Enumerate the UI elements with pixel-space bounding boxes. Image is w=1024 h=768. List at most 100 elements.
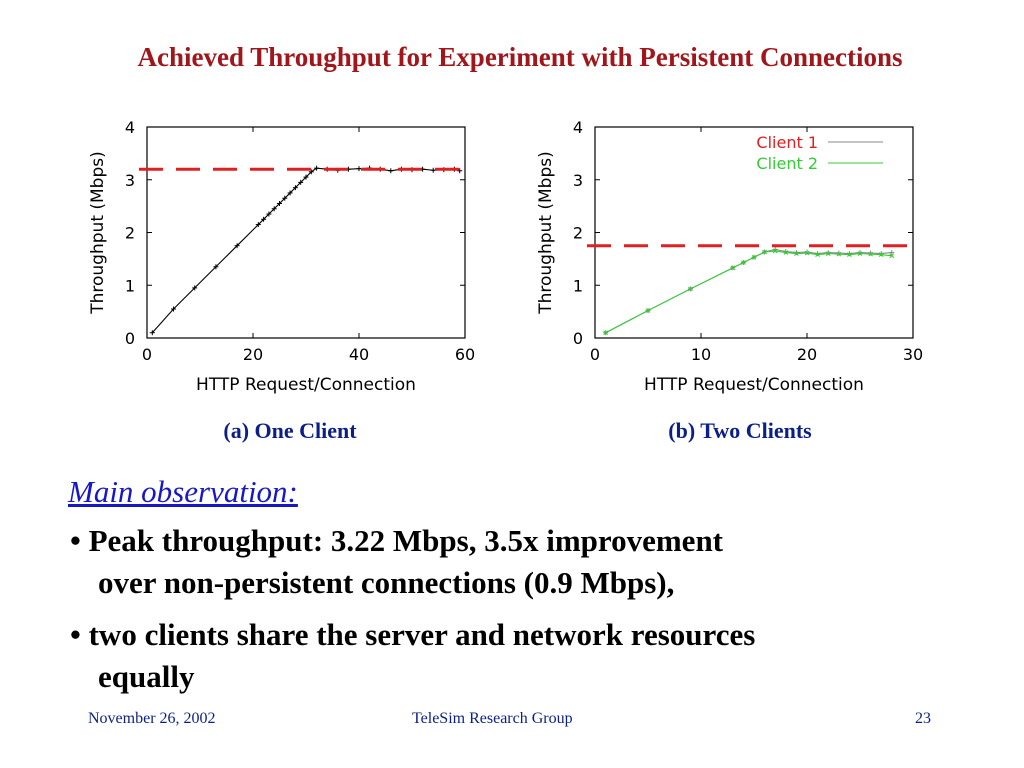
y-axis-label: Throughput (Mbps) [536, 151, 556, 315]
point-marker [836, 251, 842, 257]
point-marker [762, 249, 767, 255]
x-tick-label: 0 [142, 345, 152, 364]
chart-one-client: 0 20 40 60 0 1 2 3 4 HTTP Request/Connection Throu… [88, 118, 475, 395]
bullet-item: • two clients share the server and netwo… [70, 614, 755, 698]
chart-caption-a: (a) One Client [223, 418, 357, 443]
point-marker [772, 248, 778, 254]
y-tick-label: 1 [573, 276, 583, 295]
data-point [255, 222, 261, 228]
data-point [388, 168, 394, 174]
y-tick-label: 2 [125, 224, 135, 243]
data-point [271, 206, 277, 212]
point-marker [688, 286, 693, 292]
data-point [192, 285, 198, 291]
x-tick-label: 60 [455, 345, 475, 364]
data-point [287, 190, 293, 196]
x-tick-label: 10 [691, 345, 711, 364]
data-point [889, 250, 895, 256]
data-point [688, 286, 693, 292]
x-axis-label: HTTP Request/Connection [644, 375, 864, 395]
data-point [772, 248, 778, 254]
point-marker [825, 251, 831, 256]
y-tick-label: 0 [125, 329, 135, 348]
y-tick-label: 3 [125, 171, 135, 190]
series-line [605, 248, 892, 334]
bullet-marker: • [70, 523, 89, 558]
point-marker [868, 251, 873, 257]
data-point [603, 330, 608, 336]
data-point [794, 251, 799, 256]
data-point [308, 169, 314, 175]
data-point [878, 252, 884, 258]
point-marker [889, 253, 895, 259]
data-point [836, 251, 842, 257]
data-point [261, 216, 267, 222]
legend-label: Client 1 [756, 133, 818, 152]
data-point [730, 265, 736, 271]
x-tick-label: 30 [903, 345, 923, 364]
data-point [825, 251, 831, 256]
data-point [815, 252, 820, 258]
data-point [356, 166, 362, 172]
plot-frame [146, 126, 466, 339]
data-point [266, 211, 272, 217]
y-tick-label: 0 [573, 329, 583, 348]
x-tick-label: 0 [590, 345, 600, 364]
bullet-line: two clients share the server and network… [88, 617, 756, 652]
data-point [171, 306, 176, 312]
data-point [298, 179, 304, 185]
point-marker [878, 252, 884, 258]
x-tick-label: 40 [349, 345, 369, 364]
point-marker [603, 330, 608, 336]
data-point [457, 168, 463, 174]
chart-caption-b: (b) Two Clients [668, 418, 812, 443]
data-point [149, 330, 155, 336]
data-point [277, 200, 282, 206]
footer-page-number: 23 [915, 710, 931, 727]
x-tick-label: 20 [797, 345, 817, 364]
y-tick-label: 1 [125, 276, 135, 295]
legend-label: Client 2 [756, 154, 818, 173]
y-tick-label: 2 [573, 224, 583, 243]
point-marker [751, 254, 757, 260]
observation-heading: Main observation: [68, 474, 298, 509]
x-axis-label: HTTP Request/Connection [196, 375, 416, 395]
data-point [645, 308, 651, 313]
bullet-item: • Peak throughput: 3.22 Mbps, 3.5x impro… [70, 520, 723, 604]
footer-org: TeleSim Research Group [412, 710, 573, 727]
data-point [868, 251, 873, 257]
bullet-line: Peak throughput: 3.22 Mbps, 3.5x improve… [88, 523, 724, 558]
slide-title: Achieved Throughput for Experiment with … [137, 42, 903, 72]
chart-two-clients: 0 10 20 30 0 1 2 3 4 HTTP Request/Connection Throu… [536, 118, 923, 395]
point-marker [815, 252, 820, 258]
point-marker [730, 265, 736, 271]
data-point [213, 264, 219, 270]
data-point [314, 165, 320, 171]
data-point [282, 195, 288, 201]
y-tick-label: 3 [573, 171, 583, 190]
y-tick-label: 4 [125, 118, 135, 137]
data-point [751, 254, 757, 260]
data-point [804, 250, 810, 256]
data-point [847, 252, 852, 258]
bullet-line-continued: equally [98, 659, 195, 694]
point-marker [857, 251, 863, 256]
data-point [762, 249, 767, 255]
y-tick-label: 4 [573, 118, 583, 137]
footer-date: November 26, 2002 [88, 710, 216, 727]
point-marker [741, 260, 746, 265]
series-line [151, 167, 460, 334]
data-point [889, 253, 895, 259]
x-tick-label: 20 [243, 345, 263, 364]
bullet-marker: • [70, 617, 89, 652]
point-marker [794, 251, 799, 256]
bullet-line-continued: over non-persistent connections (0.9 Mbp… [98, 565, 675, 600]
point-marker [804, 250, 810, 256]
point-marker [847, 252, 852, 258]
data-point [857, 251, 863, 256]
y-axis-label: Throughput (Mbps) [88, 151, 108, 315]
data-point [303, 174, 309, 180]
point-marker [645, 308, 651, 313]
data-point [234, 243, 240, 249]
data-point [783, 250, 789, 255]
